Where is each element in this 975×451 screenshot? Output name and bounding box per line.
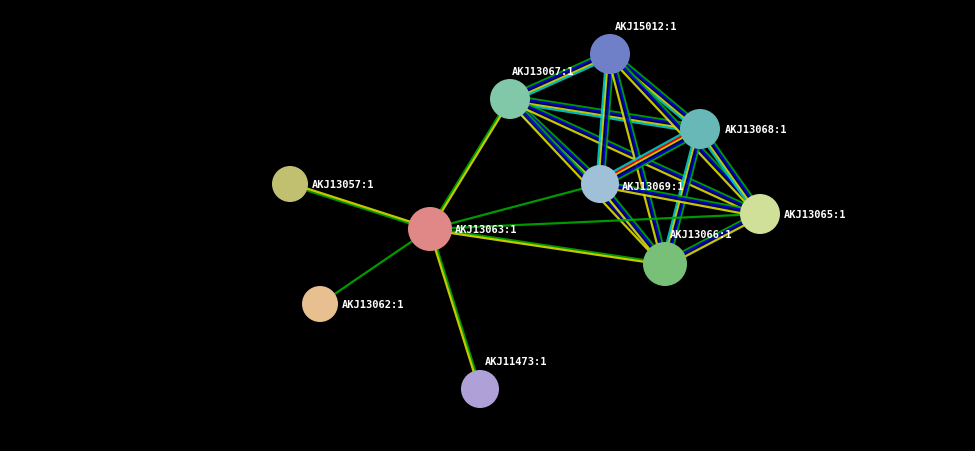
Circle shape xyxy=(302,286,338,322)
Text: AKJ15012:1: AKJ15012:1 xyxy=(615,22,678,32)
Circle shape xyxy=(408,207,452,252)
Text: AKJ13062:1: AKJ13062:1 xyxy=(342,299,405,309)
Circle shape xyxy=(680,110,720,150)
Text: AKJ13069:1: AKJ13069:1 xyxy=(622,182,684,192)
Text: AKJ13066:1: AKJ13066:1 xyxy=(670,230,732,239)
Text: AKJ13067:1: AKJ13067:1 xyxy=(512,67,574,77)
Circle shape xyxy=(581,166,619,203)
Circle shape xyxy=(490,80,530,120)
Text: AKJ13063:1: AKJ13063:1 xyxy=(455,225,518,235)
Text: AKJ13068:1: AKJ13068:1 xyxy=(725,125,788,135)
Text: AKJ11473:1: AKJ11473:1 xyxy=(485,356,548,366)
Circle shape xyxy=(461,370,499,408)
Circle shape xyxy=(740,194,780,235)
Text: AKJ13057:1: AKJ13057:1 xyxy=(312,179,374,189)
Circle shape xyxy=(643,243,687,286)
Circle shape xyxy=(272,166,308,202)
Circle shape xyxy=(590,35,630,75)
Text: AKJ13065:1: AKJ13065:1 xyxy=(784,210,846,220)
